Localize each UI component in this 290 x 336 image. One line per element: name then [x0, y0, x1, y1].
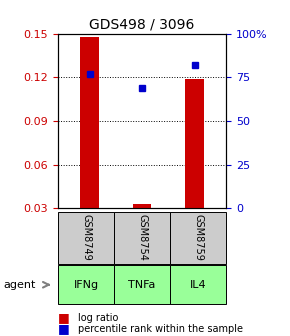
Title: GDS498 / 3096: GDS498 / 3096 [89, 17, 195, 31]
Text: GSM8749: GSM8749 [81, 214, 91, 261]
Bar [133, 204, 151, 208]
Text: percentile rank within the sample: percentile rank within the sample [78, 324, 243, 334]
Text: GSM8759: GSM8759 [193, 214, 203, 261]
Text: IFNg: IFNg [73, 280, 99, 290]
Bar [186, 79, 204, 208]
Text: ■: ■ [58, 311, 70, 324]
Text: log ratio: log ratio [78, 312, 119, 323]
Text: ■: ■ [58, 322, 70, 335]
Text: IL4: IL4 [190, 280, 206, 290]
Bar [80, 37, 99, 208]
Text: agent: agent [3, 280, 35, 290]
Text: GSM8754: GSM8754 [137, 214, 147, 261]
Text: TNFa: TNFa [128, 280, 156, 290]
